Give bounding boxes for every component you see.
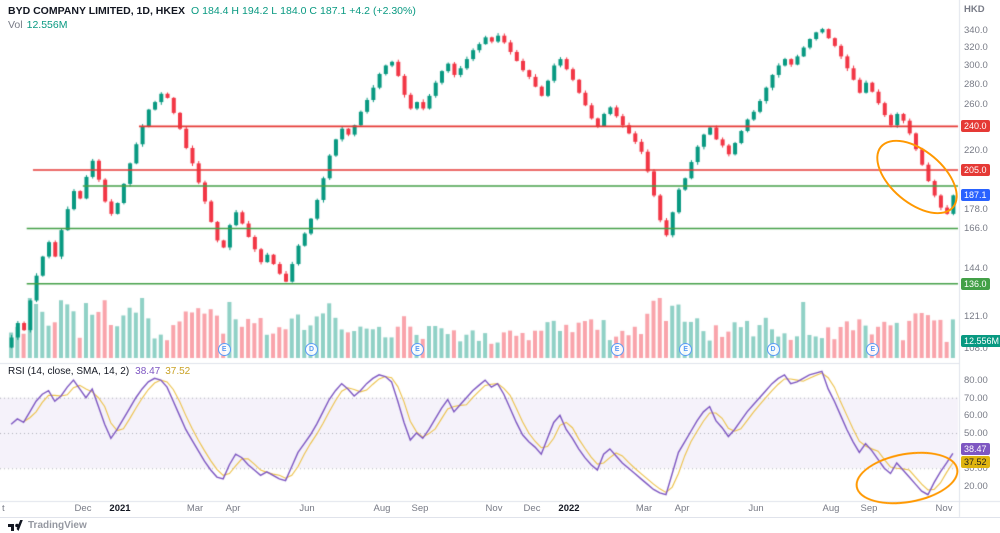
time-axis-label: Aug (373, 503, 391, 514)
rsi-value-badge: 38.47 (961, 443, 990, 456)
open-value: 184.4 (202, 5, 229, 17)
time-axis-label: Jun (299, 503, 315, 514)
price-tick-label: 50.00 (964, 428, 988, 439)
time-axis-label: Nov (485, 503, 503, 514)
time-axis-label: Aug (822, 503, 840, 514)
price-tick-label: 300.0 (964, 59, 988, 71)
high-label: H (231, 5, 240, 17)
volume-label[interactable]: Vol (8, 19, 23, 31)
high-value: 194.2 (242, 5, 269, 17)
price-tick-label: 121.0 (964, 311, 988, 323)
earnings-marker[interactable]: E (411, 343, 424, 356)
resistance-level-badge: 205.0 (961, 164, 990, 177)
rsi-title[interactable]: RSI (14, close, SMA, 14, 2) (8, 366, 130, 377)
tradingview-brand[interactable]: TradingView (28, 520, 87, 531)
support-level-badge: 136.0 (961, 277, 990, 290)
time-axis-label: Apr (225, 503, 241, 514)
time-axis-label: Mar (635, 503, 653, 514)
low-label: L (271, 5, 278, 17)
price-tick-label: 70.00 (964, 392, 988, 404)
price-tick-label: 20.00 (964, 480, 988, 492)
close-label: C (309, 5, 318, 17)
price-tick-label: 30.00 (964, 463, 988, 475)
last-price-badge: 187.1 (961, 189, 990, 202)
volume-value: 12.556M (26, 19, 68, 31)
price-tick-label: 60.00 (964, 410, 988, 422)
price-tick-label: 80.00 (964, 375, 988, 387)
time-axis-label: t (2, 503, 5, 514)
time-axis-label: Jun (748, 503, 764, 514)
earnings-marker[interactable]: E (610, 343, 624, 356)
rsi-legend: RSI (14, close, SMA, 14, 2) 38.47 37.52 (8, 366, 190, 377)
ohlc-values: O 184.4 H 194.2 L 184.0 C 187.1 +4.2 (+2.30%) (191, 5, 419, 17)
time-axis-label: Sep (411, 503, 429, 514)
rsi-value: 38.47 (135, 366, 161, 377)
rsi-ma-value: 37.52 (165, 366, 191, 377)
time-axis-label: Nov (935, 503, 953, 514)
change-value: +4.2 (+2.30%) (349, 5, 416, 17)
time-axis-label: Apr (674, 503, 690, 514)
time-axis-year-label: 2022 (558, 503, 580, 514)
dividend-marker[interactable]: D (766, 343, 780, 356)
price-tick-label: 166.0 (964, 223, 988, 235)
price-tick-label: 340.0 (964, 24, 988, 36)
time-axis-label: Dec (74, 503, 92, 514)
volume-badge: 12.556M (961, 335, 1000, 347)
earnings-marker[interactable]: E (217, 343, 231, 356)
price-tick-label: 260.0 (964, 99, 988, 111)
price-tick-label: 144.0 (964, 262, 988, 274)
price-axis[interactable]: HKD 340.0 320.0 300.0 280.0 260.0 220.0 178.0 1… (960, 0, 1000, 517)
close-value: 187.1 (320, 5, 347, 17)
price-tick-label: 108.0 (964, 342, 988, 354)
tradingview-logo-icon[interactable] (8, 520, 23, 531)
rsi-ma-value-badge: 37.52 (961, 456, 990, 468)
symbol-legend: BYD COMPANY LIMITED, 1D, HKEX O 184.4 H 194.… (8, 5, 419, 32)
earnings-marker[interactable]: E (679, 343, 693, 356)
resistance-level-badge: 240.0 (961, 120, 990, 133)
time-axis-label: Mar (186, 503, 204, 514)
price-tick-label: 220.0 (964, 145, 988, 157)
symbol-title[interactable]: BYD COMPANY LIMITED, 1D, HKEX (8, 5, 185, 17)
time-axis-label: Dec (523, 503, 541, 514)
price-tick-label: 280.0 (964, 78, 988, 90)
dividend-marker[interactable]: D (304, 343, 318, 356)
price-tick-label: 178.0 (964, 204, 988, 216)
price-tick-label: 320.0 (964, 41, 988, 53)
time-axis-year-label: 2021 (109, 503, 131, 514)
footer-bar: TradingView (0, 517, 1000, 533)
earnings-marker[interactable]: E (866, 343, 880, 356)
time-axis[interactable]: t Dec 2021 Mar Apr Jun Aug Sep Nov Dec 2022 Mar Apr J… (0, 502, 1000, 517)
open-label: O (190, 5, 200, 17)
currency-label: HKD (964, 4, 985, 15)
low-value: 184.0 (280, 5, 307, 17)
time-axis-label: Sep (860, 503, 878, 514)
